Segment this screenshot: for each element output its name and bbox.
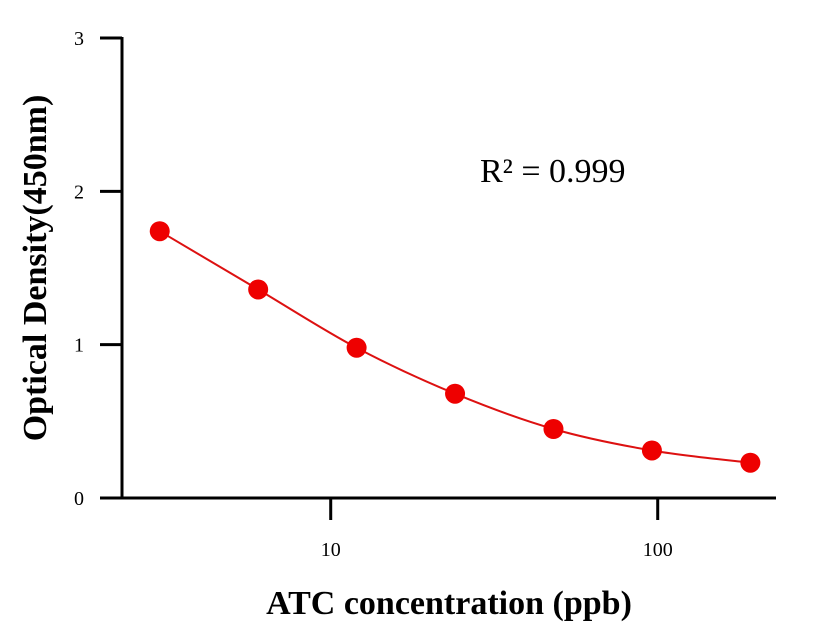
r-squared-annotation: R² = 0.999: [480, 153, 626, 190]
data-point: [641, 440, 662, 461]
y-tick-label: 2: [74, 181, 84, 203]
x-tick-label: 100: [643, 539, 673, 561]
series: [149, 221, 761, 473]
fit-curve: [159, 230, 751, 464]
x-tick-label: 10: [321, 539, 341, 561]
y-tick-label: 1: [74, 335, 84, 357]
data-point: [346, 337, 367, 358]
data-point: [248, 279, 269, 300]
ticks: 0 1 2 3 10 100: [74, 28, 673, 561]
y-axis-title: Optical Density(450nm): [17, 95, 54, 442]
y-tick-label: 0: [74, 488, 84, 510]
data-point: [740, 452, 761, 473]
y-tick-label: 3: [74, 28, 84, 50]
x-axis-title: ATC concentration (ppb): [266, 585, 632, 622]
data-point: [149, 221, 170, 242]
axes: [120, 37, 776, 500]
data-point: [445, 383, 466, 404]
data-point: [543, 419, 564, 439]
